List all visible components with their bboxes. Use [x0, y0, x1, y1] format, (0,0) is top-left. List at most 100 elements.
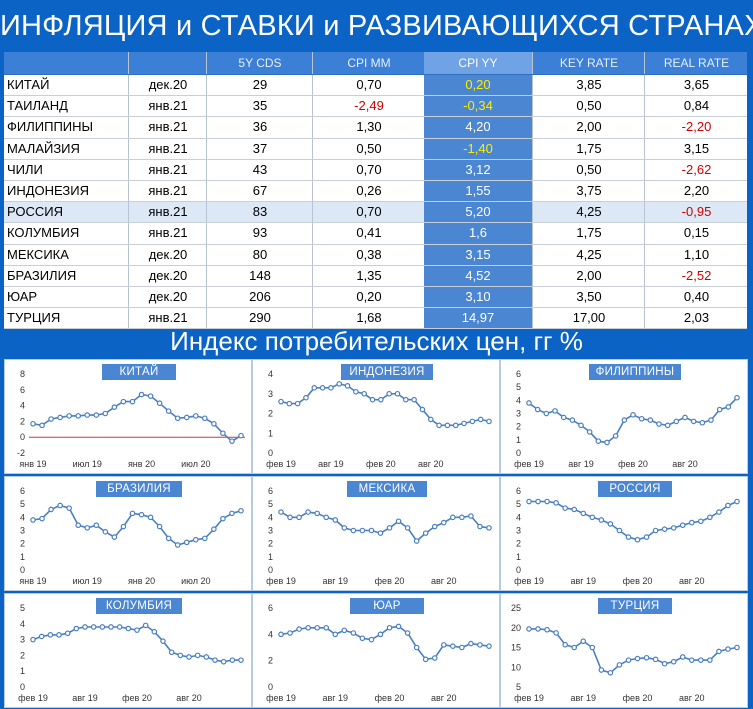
data-point — [452, 422, 459, 429]
data-point — [634, 655, 641, 662]
data-point — [404, 630, 411, 636]
data-point — [177, 652, 184, 659]
y-tick-label: 2 — [268, 409, 273, 419]
data-point — [84, 412, 91, 418]
cell-key: 2,00 — [532, 117, 645, 138]
y-tick-label: 2 — [268, 656, 273, 666]
data-point — [156, 400, 163, 407]
table-row: ЮАР дек.20 206 0,20 3,10 3,50 0,40 — [4, 286, 748, 309]
y-tick-label: 4 — [268, 512, 273, 522]
series-line — [32, 393, 242, 443]
y-tick-label: 3 — [268, 526, 273, 536]
y-tick-label: 5 — [516, 499, 521, 509]
data-point — [486, 418, 492, 425]
cell-real: 0,40 — [644, 286, 748, 308]
data-point — [534, 406, 541, 413]
cell-cpimm: 0,70 — [312, 75, 425, 96]
y-tick-label: 3 — [20, 526, 25, 536]
cell-cds: 36 — [206, 117, 313, 138]
data-point — [294, 400, 301, 407]
chart-panel: ИНДОНЕЗИЯ 0 1 2 3 4 фев 19 авг 19 фев 20 авг 20 — [252, 359, 500, 474]
data-point — [647, 417, 654, 423]
data-point — [643, 654, 650, 661]
data-point — [287, 514, 293, 521]
cell-cds: 148 — [206, 265, 313, 286]
y-tick-label: 3 — [268, 389, 273, 399]
data-point — [630, 412, 636, 418]
cell-date: дек.20 — [128, 286, 207, 308]
data-point — [220, 515, 226, 522]
data-point — [138, 391, 145, 398]
cell-key: 3,85 — [532, 75, 645, 96]
data-point — [368, 527, 375, 534]
cell-key: 2,00 — [532, 265, 645, 286]
data-point — [698, 657, 704, 663]
cell-cpimm: 0,41 — [312, 223, 425, 244]
cell-country: ТАИЛАНД — [7, 98, 68, 114]
x-tick-label: фев 20 — [366, 459, 396, 469]
y-tick-label: 2 — [268, 539, 273, 549]
data-point — [305, 509, 311, 515]
series-line — [528, 397, 738, 444]
data-point — [477, 642, 483, 648]
data-point — [560, 414, 567, 421]
data-point — [48, 416, 54, 422]
data-point — [344, 383, 351, 389]
cell-cpiyy: -1,40 — [424, 138, 532, 159]
cell-real: -2,20 — [644, 117, 748, 138]
data-point — [192, 413, 199, 419]
cell-key: 1,75 — [532, 223, 645, 244]
x-tick-label: авг 20 — [176, 693, 202, 703]
y-tick-label: 4 — [20, 619, 25, 629]
cell-cds: 37 — [206, 138, 313, 159]
data-point — [707, 514, 713, 521]
data-point — [607, 521, 614, 527]
data-point — [303, 394, 309, 401]
chart-title: МЕКСИКА — [347, 481, 427, 497]
cell-key: 17,00 — [532, 308, 645, 329]
data-point — [535, 626, 541, 632]
data-point — [699, 419, 706, 426]
data-point — [543, 410, 550, 417]
cell-date: янв.21 — [128, 223, 207, 244]
cell-cpimm: 0,20 — [312, 286, 425, 308]
y-tick-label: 1 — [516, 552, 521, 562]
data-point — [238, 657, 244, 663]
cell-cpimm: 0,50 — [312, 138, 425, 159]
data-point — [134, 627, 140, 633]
header-cpi-mm: CPI MM — [312, 52, 425, 74]
data-point — [413, 644, 420, 651]
header-cds: 5Y CDS — [206, 52, 313, 74]
data-point — [353, 388, 359, 395]
data-point — [319, 385, 326, 391]
data-point — [102, 410, 109, 417]
cell-cpiyy: 1,6 — [424, 223, 532, 244]
data-point — [444, 422, 451, 429]
cell-real: 0,15 — [644, 223, 748, 244]
cell-real: 1,10 — [644, 244, 748, 265]
chart-panel: БРАЗИЛИЯ 0 1 2 3 4 5 6 янв 19 июл 19 янв 20 июл 20 — [4, 476, 252, 591]
x-tick-label: янв 20 — [128, 576, 155, 586]
data-point — [419, 406, 426, 413]
data-point — [138, 511, 145, 518]
y-tick-label: 6 — [268, 486, 273, 496]
line-chart: -2 0 2 4 6 8 янв 19 июл 19 янв 20 июл 20 — [17, 369, 245, 469]
x-tick-label: фев 20 — [375, 693, 405, 703]
y-tick-label: 1 — [268, 428, 273, 438]
cell-country: ЮАР — [7, 288, 38, 304]
data-point — [47, 632, 54, 638]
data-point — [30, 420, 36, 427]
x-tick-label: фев 19 — [514, 693, 544, 703]
line-chart: 0 1 2 3 4 5 фев 19 авг 19 фев 20 авг 20 — [18, 603, 244, 703]
data-point — [151, 628, 158, 635]
x-tick-label: авг 20 — [431, 693, 457, 703]
data-point — [427, 416, 434, 423]
cell-real: 2,20 — [644, 180, 748, 202]
header-key-rate: KEY RATE — [532, 52, 645, 74]
cell-date: янв.21 — [128, 202, 207, 223]
y-tick-label: 6 — [268, 603, 273, 613]
cell-cds: 35 — [206, 96, 313, 117]
header-date — [128, 52, 207, 74]
chart-panel: КОЛУМБИЯ 0 1 2 3 4 5 фев 19 авг 19 фев 20 авг 20 — [4, 593, 252, 708]
cell-real: 2,03 — [644, 308, 748, 329]
